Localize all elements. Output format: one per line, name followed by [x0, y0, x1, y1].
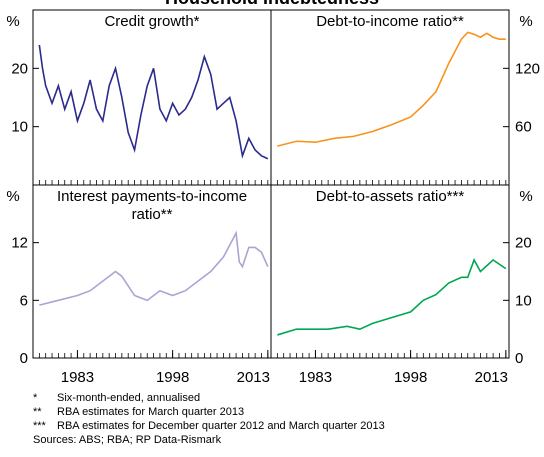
y-tick-label: 10: [11, 119, 28, 136]
y-tick-label: 10: [515, 292, 532, 309]
data-line: [39, 230, 269, 306]
y-unit: %: [519, 188, 532, 205]
data-line: [277, 31, 506, 147]
x-tick-label: 1983: [61, 369, 94, 386]
note-text: RBA estimates for December quarter 2012 …: [57, 420, 385, 432]
x-tick-label: 2013: [475, 369, 508, 386]
data-line: [38, 44, 269, 160]
y-unit: %: [519, 13, 532, 30]
y-tick-label: 20: [11, 60, 28, 77]
y-unit: %: [6, 13, 19, 30]
y-tick-label: 60: [515, 119, 532, 136]
title-line: Interest payments-to-income: [57, 188, 247, 205]
note-marker: *: [33, 392, 38, 404]
panel-title: Credit growth*: [104, 13, 199, 30]
panel-title: Debt-to-assets ratio***: [316, 188, 465, 205]
x-tick-label: 1998: [394, 369, 427, 386]
y-tick-label: 12: [11, 235, 28, 252]
x-tick-label: 1998: [156, 369, 189, 386]
panel-title: Debt-to-income ratio**: [316, 13, 464, 30]
y-unit: %: [6, 188, 19, 205]
note-marker: **: [33, 406, 42, 418]
y-tick-label: 0: [20, 350, 28, 367]
panel-title: Interest payments-to-income ratio**: [57, 188, 247, 223]
x-tick-label: 2013: [237, 369, 270, 386]
y-tick-label: 6: [20, 292, 28, 309]
data-line: [277, 258, 507, 336]
y-tick-label: 20: [515, 235, 532, 252]
note-text: RBA estimates for March quarter 2013: [57, 406, 244, 418]
note-marker: ***: [33, 420, 47, 432]
note-text: Six-month-ended, annualised: [57, 392, 200, 404]
chart-title: Household Indebtedness: [165, 0, 379, 8]
title-line: ratio**: [132, 206, 173, 223]
sources: Sources: ABS; RBA; RP Data-Rismark: [33, 434, 222, 446]
y-tick-label: 0: [515, 350, 523, 367]
y-tick-label: 120: [515, 60, 540, 77]
x-tick-label: 1983: [299, 369, 332, 386]
